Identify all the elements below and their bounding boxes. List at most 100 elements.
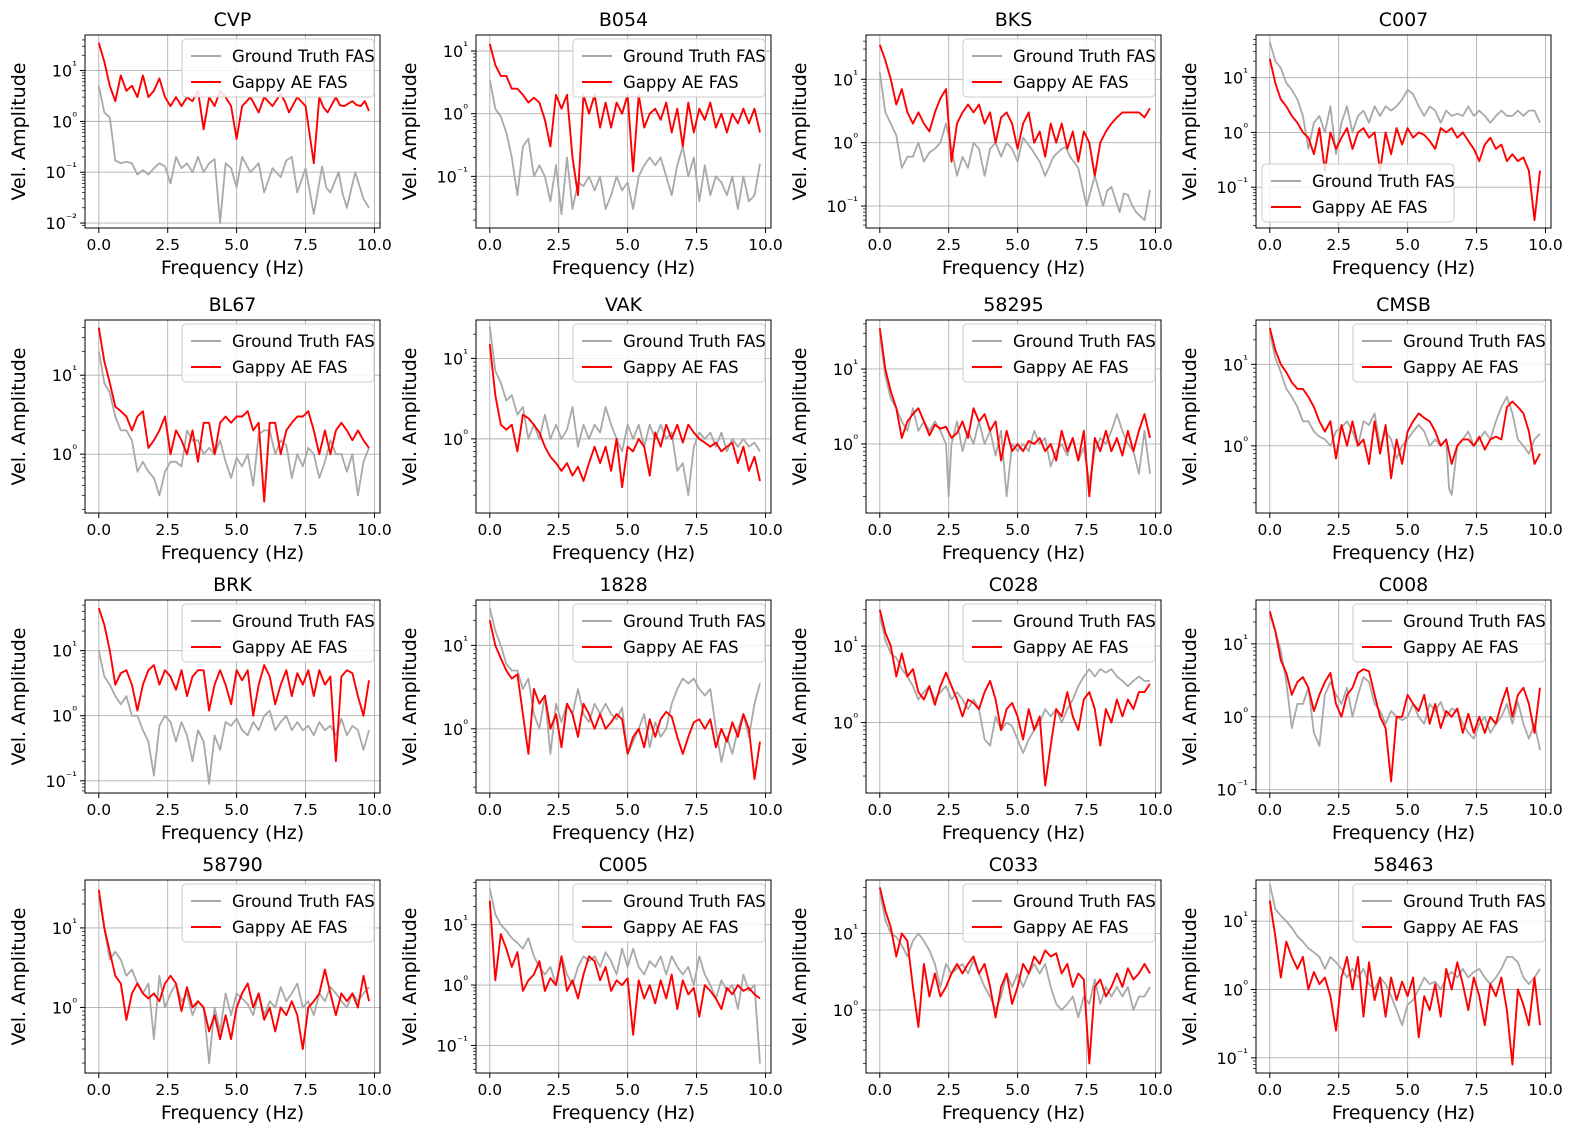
- subplot-bks: BKS 0.0 2.5 5.0 7.5 10.0 10⁻¹ 10⁰ 10¹ Frequency (…: [789, 9, 1173, 279]
- y-axis-label: Vel. Amplitude: [789, 63, 811, 201]
- x-tick-label: 5.0: [1005, 236, 1030, 254]
- legend-label: Ground Truth FAS: [232, 47, 375, 66]
- y-tick-label: 10⁰: [443, 973, 468, 995]
- y-tick-label: 10¹: [443, 633, 468, 655]
- legend-box: [181, 883, 375, 943]
- gappy-ae-line: [878, 887, 1151, 1065]
- ground-truth-line: [1268, 614, 1541, 751]
- legend-label: Ground Truth FAS: [232, 332, 375, 351]
- y-tick-label: 10¹: [52, 916, 77, 938]
- y-axis-label: Vel. Amplitude: [1179, 908, 1201, 1046]
- x-tick-label: 7.5: [293, 1081, 318, 1099]
- x-tick-label: 7.5: [1074, 236, 1099, 254]
- legend: Ground Truth FAS Gappy AE FAS: [962, 883, 1156, 943]
- x-tick-label: 10.0: [357, 236, 392, 254]
- legend-label: Gappy AE FAS: [232, 918, 348, 937]
- x-tick-label: 2.5: [155, 236, 180, 254]
- y-tick-label: 10¹: [833, 634, 858, 656]
- ground-truth-line: [1268, 331, 1541, 496]
- subplot-title: CVP: [214, 9, 252, 31]
- y-axis-label: Vel. Amplitude: [789, 628, 811, 766]
- x-tick-label: 10.0: [1138, 801, 1173, 819]
- legend-label: Ground Truth FAS: [1403, 332, 1546, 351]
- x-tick-label: 10.0: [748, 801, 783, 819]
- y-tick-label: 10⁰: [52, 704, 77, 726]
- x-tick-label: 10.0: [748, 1081, 783, 1099]
- x-tick-label: 2.5: [155, 521, 180, 539]
- legend-label: Gappy AE FAS: [1403, 638, 1519, 657]
- legend: Ground Truth FAS Gappy AE FAS: [181, 323, 375, 383]
- x-tick-label: 10.0: [1528, 521, 1563, 539]
- x-tick-label: 7.5: [1464, 236, 1489, 254]
- y-axis-label: Vel. Amplitude: [399, 908, 421, 1046]
- gappy-ae-line: [1268, 611, 1541, 783]
- x-axis-label: Frequency (Hz): [161, 1102, 304, 1124]
- axes-frame: [475, 599, 772, 794]
- x-axis-label: Frequency (Hz): [1332, 542, 1475, 564]
- axes-frame: [865, 599, 1162, 794]
- x-tick-label: 5.0: [224, 1081, 249, 1099]
- x-tick-label: 7.5: [684, 1081, 709, 1099]
- subplot-c007: C007 0.0 2.5 5.0 7.5 10.0 10⁻¹ 10⁰ 10¹ Frequency …: [1179, 9, 1563, 279]
- y-axis-label: Vel. Amplitude: [8, 348, 30, 486]
- legend: Ground Truth FAS Gappy AE FAS: [962, 323, 1156, 383]
- subplot-title: C005: [599, 854, 649, 876]
- legend-label: Gappy AE FAS: [1403, 358, 1519, 377]
- legend-box: [572, 38, 766, 98]
- x-tick-label: 2.5: [546, 801, 571, 819]
- legend: Ground Truth FAS Gappy AE FAS: [572, 323, 766, 383]
- subplot-title: 58295: [983, 294, 1043, 316]
- x-axis-label: Frequency (Hz): [1332, 822, 1475, 844]
- y-tick-label: 10⁰: [1223, 977, 1248, 999]
- x-tick-label: 7.5: [293, 236, 318, 254]
- gappy-ae-line: [1268, 327, 1541, 480]
- x-tick-label: 2.5: [546, 521, 571, 539]
- x-axis-label: Frequency (Hz): [552, 542, 695, 564]
- legend: Ground Truth FAS Gappy AE FAS: [181, 883, 375, 943]
- ground-truth-line: [878, 615, 1150, 754]
- legend: Ground Truth FAS Gappy AE FAS: [1352, 883, 1546, 943]
- legend-box: [1352, 323, 1546, 383]
- subplot-title: 58463: [1373, 854, 1433, 876]
- legend-label: Ground Truth FAS: [623, 612, 766, 631]
- gappy-ae-line: [1268, 900, 1541, 1066]
- y-tick-label: 10¹: [833, 357, 858, 379]
- x-tick-label: 0.0: [86, 801, 111, 819]
- ground-truth-line: [97, 650, 370, 785]
- x-axis-label: Frequency (Hz): [942, 257, 1085, 279]
- y-tick-label: 10⁰: [443, 427, 468, 449]
- x-tick-label: 10.0: [357, 521, 392, 539]
- x-tick-label: 5.0: [1395, 1081, 1420, 1099]
- ground-truth-line: [1268, 41, 1541, 156]
- y-tick-label: 10⁻¹: [1216, 1046, 1248, 1068]
- gappy-ae-line: [488, 43, 761, 197]
- legend-label: Ground Truth FAS: [623, 47, 766, 66]
- legend-label: Ground Truth FAS: [623, 892, 766, 911]
- x-tick-label: 7.5: [1464, 521, 1489, 539]
- x-tick-label: 5.0: [615, 521, 640, 539]
- y-tick-label: 10⁰: [1223, 705, 1248, 727]
- ground-truth-line: [878, 71, 1151, 221]
- x-tick-label: 2.5: [936, 801, 961, 819]
- legend: Ground Truth FAS Gappy AE FAS: [962, 38, 1156, 98]
- x-tick-label: 10.0: [748, 521, 783, 539]
- y-tick-label: 10⁰: [1223, 120, 1248, 142]
- legend-label: Ground Truth FAS: [1013, 47, 1156, 66]
- gappy-ae-line: [488, 620, 761, 780]
- gappy-ae-line: [878, 609, 1151, 787]
- y-tick-label: 10⁰: [1223, 434, 1248, 456]
- legend-box: [181, 603, 375, 663]
- x-tick-label: 5.0: [1005, 801, 1030, 819]
- y-tick-label: 10⁰: [52, 995, 77, 1017]
- axes-frame: [475, 319, 772, 514]
- legend: Ground Truth FAS Gappy AE FAS: [962, 603, 1156, 663]
- subplot-title: BL67: [209, 294, 257, 316]
- legend-label: Gappy AE FAS: [623, 358, 739, 377]
- y-axis-label: Vel. Amplitude: [1179, 63, 1201, 201]
- x-tick-label: 7.5: [684, 801, 709, 819]
- y-tick-label: 10⁻¹: [45, 769, 77, 791]
- legend-label: Gappy AE FAS: [232, 638, 348, 657]
- x-tick-label: 7.5: [684, 236, 709, 254]
- subplot-title: C028: [989, 574, 1039, 596]
- x-tick-label: 2.5: [936, 236, 961, 254]
